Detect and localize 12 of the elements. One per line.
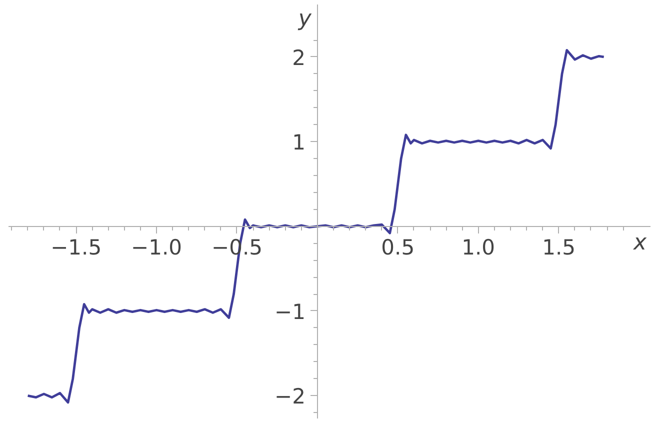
y-tick-label: 1 <box>292 130 306 155</box>
x-tick-label: −1.0 <box>131 235 182 260</box>
y-tick-label: −2 <box>274 384 306 409</box>
y-tick-label: −1 <box>274 300 306 324</box>
x-tick-label: 0.5 <box>381 235 415 260</box>
x-axis-title: x <box>632 230 648 256</box>
x-tick-label: 1.5 <box>542 235 576 260</box>
y-axis-title: y <box>297 6 312 32</box>
x-tick-label: 1.0 <box>462 235 496 260</box>
line-series <box>26 49 606 404</box>
y-tick-label: 2 <box>292 46 306 70</box>
x-tick-label: −1.5 <box>50 235 102 260</box>
